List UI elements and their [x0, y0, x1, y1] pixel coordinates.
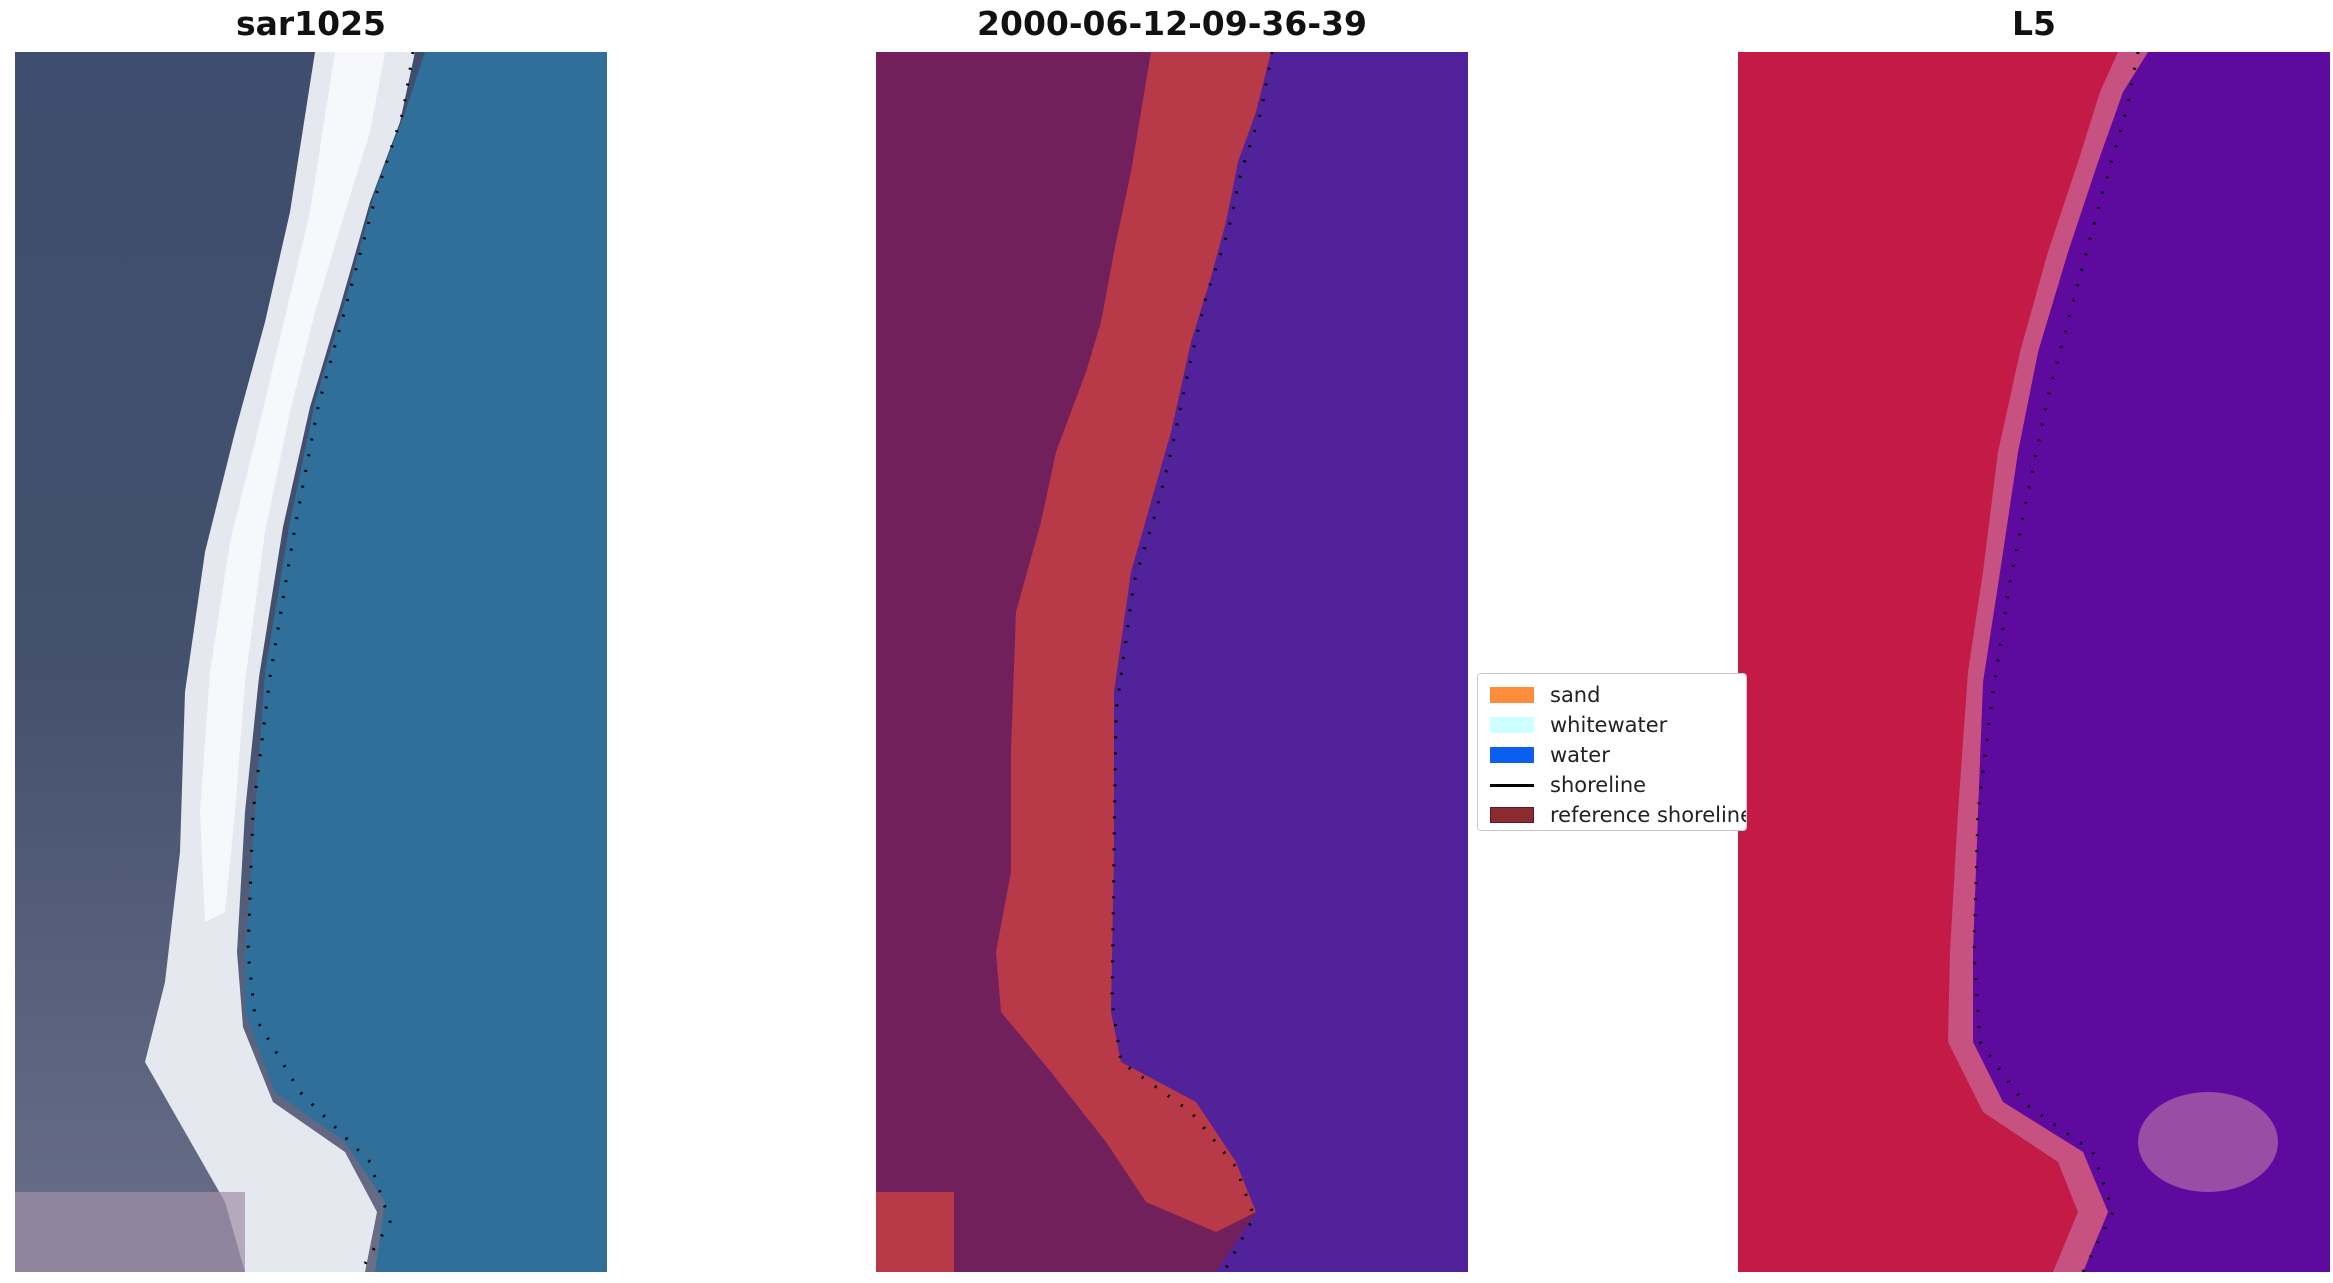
- legend-item-whitewater: whitewater: [1490, 710, 1734, 740]
- classified-water: [1111, 52, 1468, 1272]
- legend-label: shoreline: [1550, 773, 1647, 797]
- legend-item-water: water: [1490, 740, 1734, 770]
- rgb-lower-sand: [15, 1192, 245, 1272]
- rgb-image-panel: [15, 52, 607, 1272]
- rgb-beach: [145, 52, 415, 1272]
- water-swatch: [1490, 747, 1534, 763]
- reference-shoreline-swatch: [1490, 807, 1534, 823]
- legend-label: sand: [1550, 683, 1601, 707]
- legend: sand whitewater water shoreline referenc…: [1477, 673, 1747, 831]
- mndwi-shoreline: [1972, 52, 2140, 1272]
- classified-image-panel: [876, 52, 1468, 1272]
- rgb-image: [15, 52, 607, 1272]
- mndwi-water: [1973, 52, 2330, 1272]
- whitewater-swatch: [1490, 717, 1534, 733]
- mndwi-transition: [1948, 52, 2148, 1272]
- legend-item-shoreline: shoreline: [1490, 770, 1734, 800]
- legend-item-reference-shoreline: reference shoreline: [1490, 800, 1746, 830]
- shoreline-swatch: [1490, 783, 1534, 787]
- legend-item-sand: sand: [1490, 680, 1734, 710]
- classified-sand: [996, 52, 1271, 1232]
- mndwi-image: [1738, 52, 2330, 1272]
- rgb-shoreline: [246, 52, 415, 1272]
- mndwi-image-panel: [1738, 52, 2330, 1272]
- panel-title-rgb: sar1025: [235, 4, 387, 43]
- rgb-beach-bright: [200, 52, 385, 922]
- rgb-water: [245, 52, 607, 1272]
- classified-sand-corner: [876, 1192, 954, 1272]
- legend-label: reference shoreline: [1550, 803, 1747, 827]
- legend-label: water: [1550, 743, 1610, 767]
- classified-image: [876, 52, 1468, 1272]
- sand-swatch: [1490, 687, 1534, 703]
- panel-title-classified: 2000-06-12-09-36-39: [977, 4, 1367, 43]
- panel-title-mndwi: L5: [2012, 4, 2056, 43]
- mndwi-lower-patch: [2138, 1092, 2278, 1192]
- legend-label: whitewater: [1550, 713, 1668, 737]
